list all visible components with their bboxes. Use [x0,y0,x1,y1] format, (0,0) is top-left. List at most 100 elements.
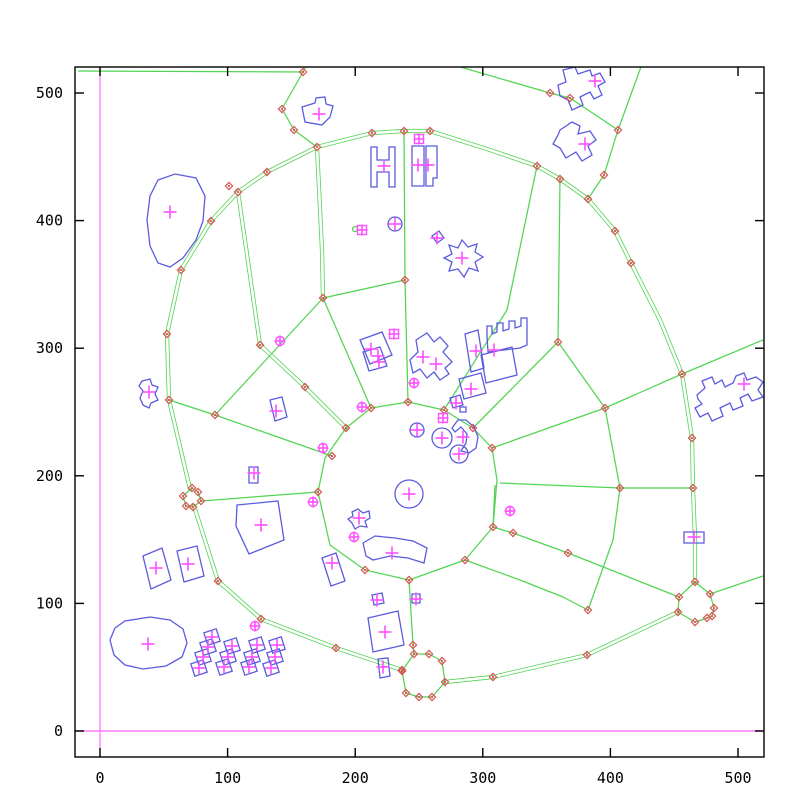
building-polygon [346,508,371,530]
road-node-diamond [709,603,719,613]
point-circle-cross [504,505,516,517]
centroid-cross [371,349,385,363]
house-square [247,635,267,655]
building-polygon [321,552,346,587]
road-node-diamond [255,340,265,350]
road-node-diamond [674,592,684,602]
road-node-diamond [508,528,518,538]
road-node-diamond [213,576,223,586]
road-node-diamond [181,501,191,511]
road-node-diamond [460,555,470,565]
road-node-diamond [187,483,197,493]
road-node-diamond [707,611,717,621]
road-node-diamond [224,181,234,191]
centroid-cross [325,556,339,570]
house-square [267,635,287,655]
building-polygon [486,317,528,353]
building-polygon [458,372,487,400]
building-polygon [370,146,396,188]
road-node-diamond [262,167,272,177]
building-polygon [557,67,606,111]
point-circle-cross [317,442,329,454]
centroid-cross [416,350,430,364]
road-node-diamond [233,187,243,197]
point-circle-cross [249,620,261,632]
centroid-cross [487,343,501,357]
house-centroid-cross [226,640,238,652]
house-centroid-cross [218,661,230,673]
road-double-core [165,145,319,491]
road-single [491,373,683,449]
road-single [403,130,409,403]
house-centroid-cross [243,661,255,673]
roads-double-fill-layer [165,129,697,684]
building-circle [387,216,403,232]
building-circle [394,479,424,509]
building-polygon [138,378,159,409]
centroid-cross [312,107,326,121]
road-node-diamond [318,293,328,303]
road-node-diamond [615,483,625,493]
road-node-diamond [196,496,206,506]
road-node-diamond [690,617,700,627]
x-axis-tick-label: 500 [724,769,751,787]
centroid-cross [687,530,701,544]
building-polygon [269,396,288,422]
axes-frame [74,66,765,758]
y-axis-tick-label: 100 [36,594,63,612]
road-node-diamond [367,128,377,138]
building-polygon [409,332,453,381]
centroid-cross [429,357,443,371]
road-node-diamond [545,88,555,98]
centroid-cross [410,423,424,437]
centroid-cross [141,637,155,651]
building-polygon [146,173,206,268]
centroid-cross [452,447,466,461]
road-node-diamond [300,382,310,392]
y-axis-tick-label: 500 [36,84,63,102]
building-polygon [367,610,405,653]
building-polygon [142,547,172,590]
road-single [77,70,304,73]
building-polygon [235,500,285,555]
road-node-diamond [688,483,698,493]
road-single [214,414,333,457]
road-node-diamond [401,688,411,698]
road-node-diamond [366,403,376,413]
x-axis-tick-label: 300 [469,769,496,787]
road-single [322,297,372,409]
road-single [281,71,318,148]
building-polygon [248,466,259,484]
road-node-diamond [341,423,351,433]
building-polygon [480,346,518,384]
building-polygon [451,419,479,454]
building-polygon [371,592,385,606]
road-single [200,491,319,502]
centroid-cross [578,137,592,151]
house-centroid-cross [202,641,214,653]
road-single [681,339,764,375]
building-polygon [176,545,205,583]
house-square [261,658,281,678]
road-node-diamond [600,403,610,413]
road-node-diamond [178,491,188,501]
centroid-cross [364,342,378,356]
centroid-cross [385,546,399,560]
building-polygon [359,331,393,365]
road-node-diamond [553,337,563,347]
road-single [587,129,619,200]
centroid-cross [588,74,602,88]
road-node-diamond [256,614,266,624]
house-square [189,658,209,678]
road-node-diamond [610,226,620,236]
road-single [302,67,307,73]
y-axis-tick-label: 300 [36,339,63,357]
road-node-diamond [687,433,697,443]
centroid-cross [352,511,366,525]
road-node-diamond [404,575,414,585]
road-single [587,407,621,611]
centroid-cross [409,592,423,606]
road-single [499,482,693,489]
